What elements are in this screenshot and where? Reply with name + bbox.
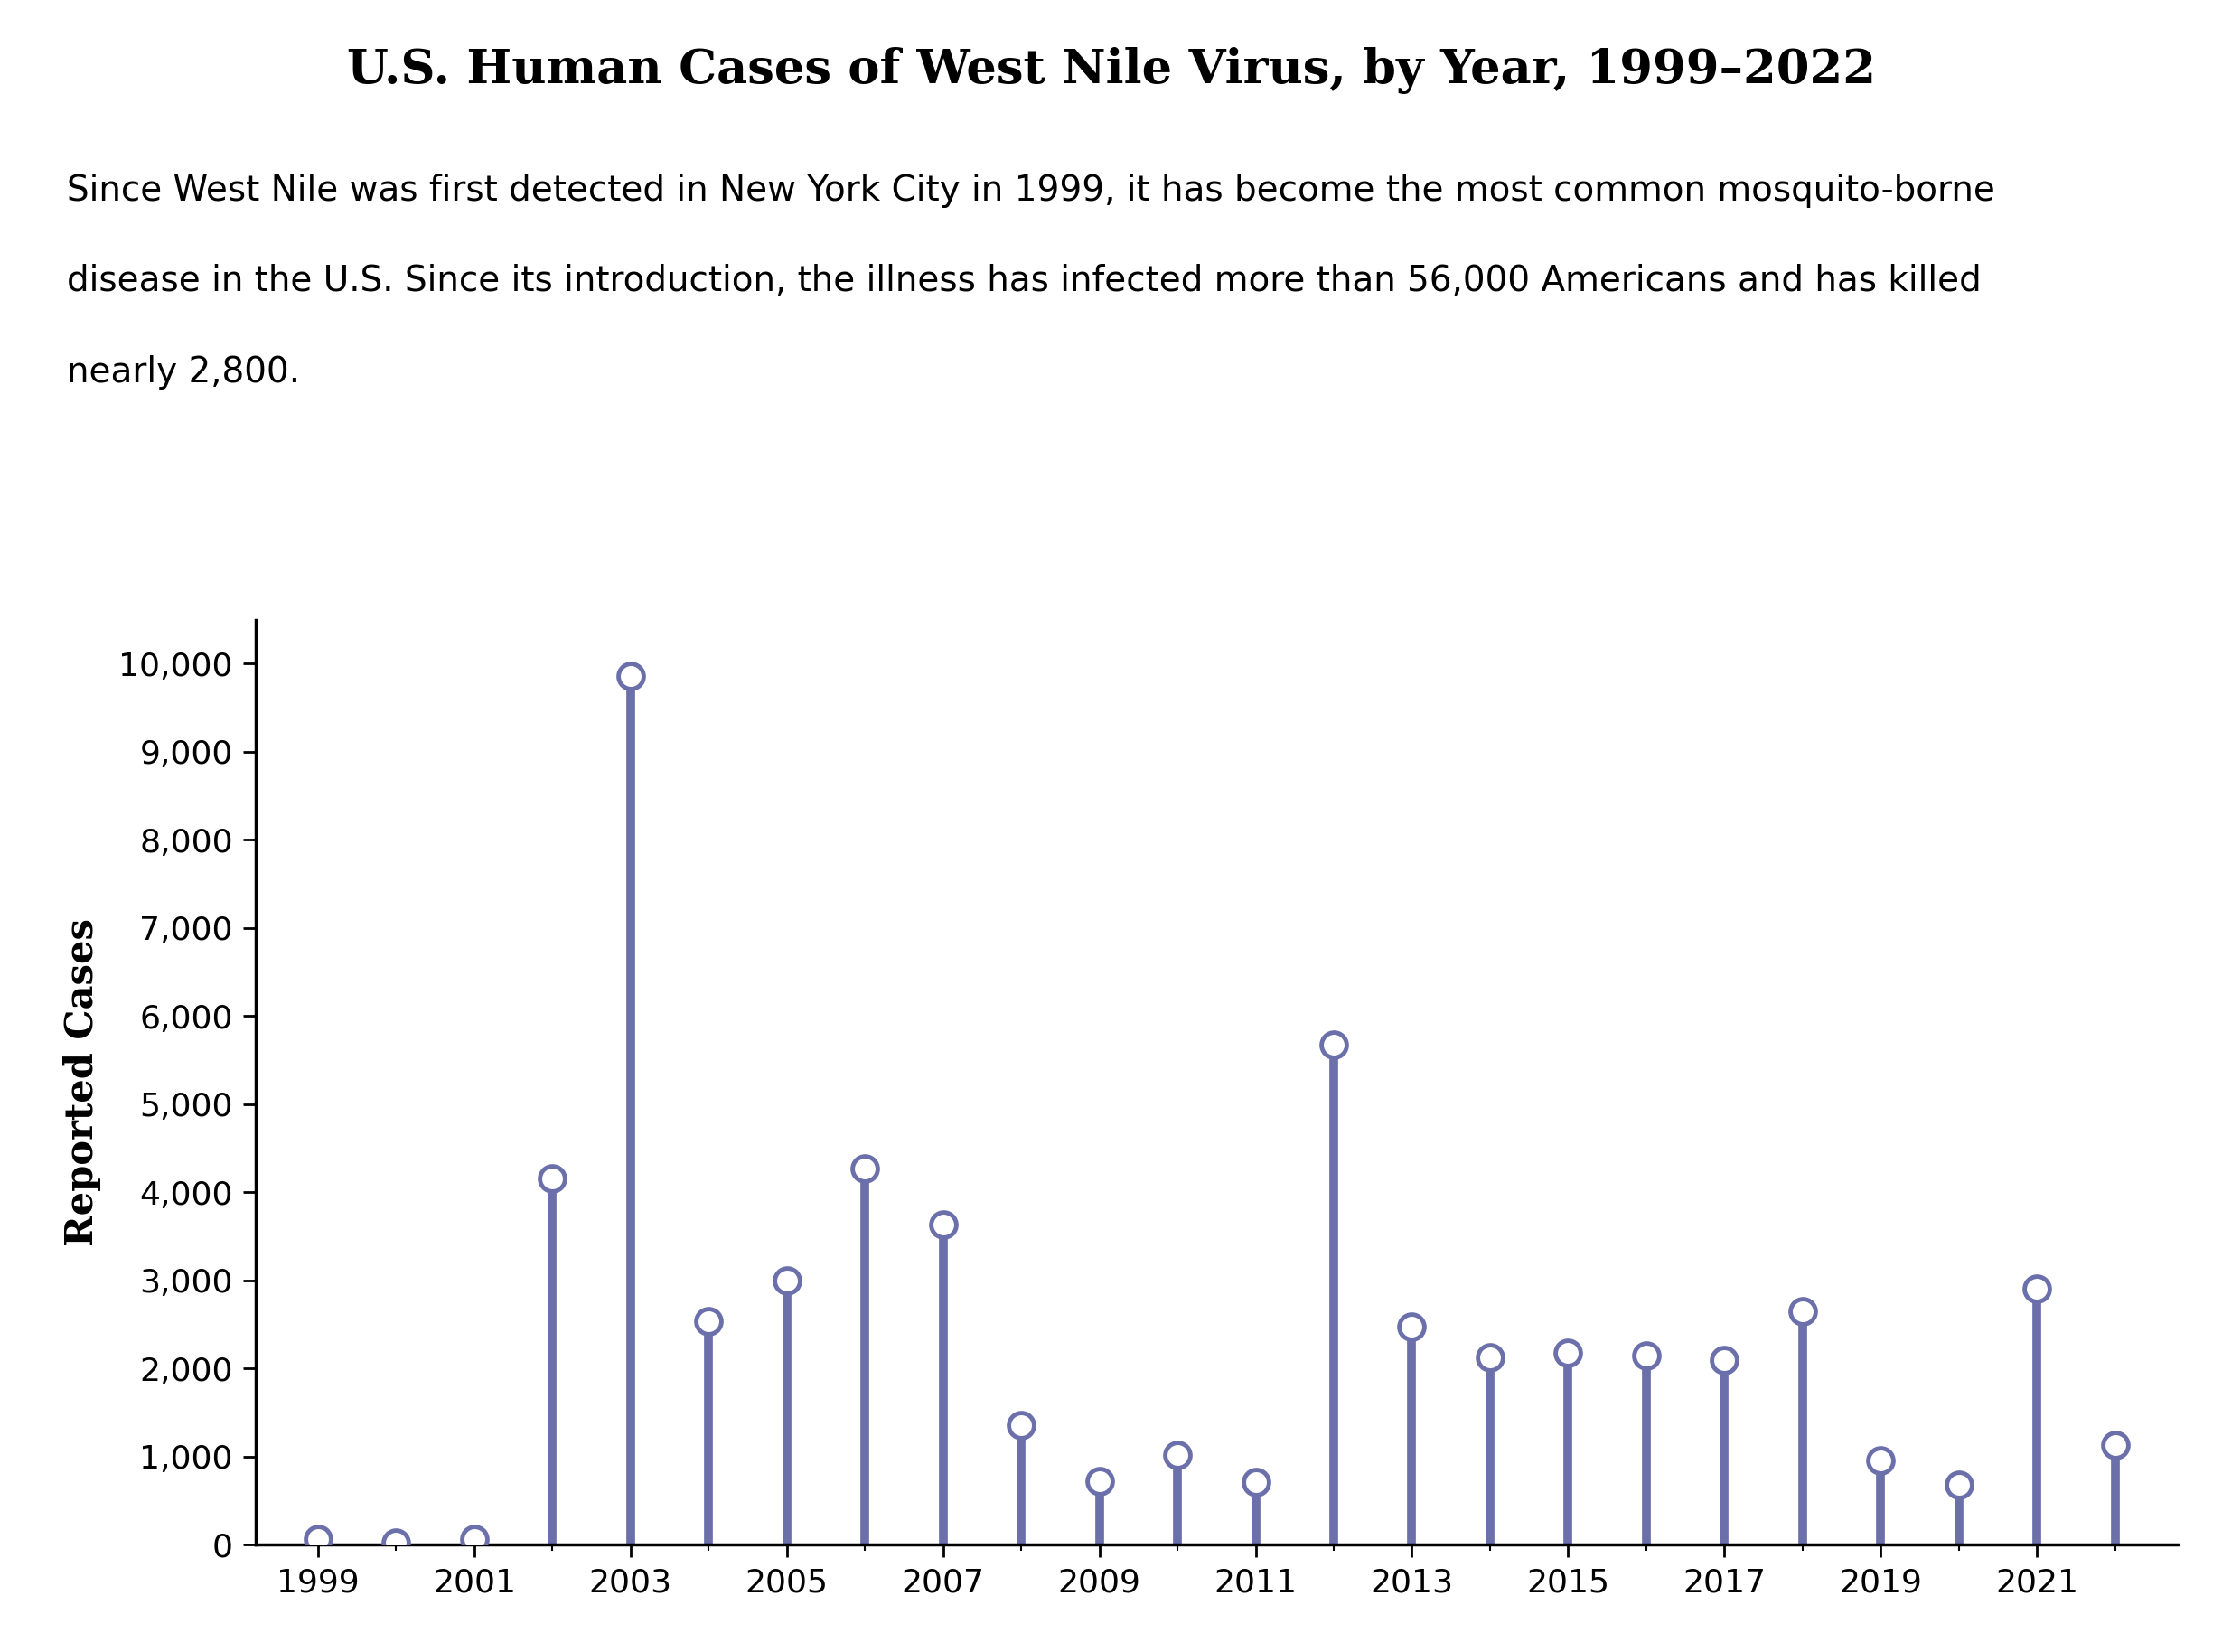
- Text: U.S. Human Cases of West Nile Virus, by Year, 1999–2022: U.S. Human Cases of West Nile Virus, by …: [347, 46, 1875, 94]
- Text: nearly 2,800.: nearly 2,800.: [67, 355, 300, 390]
- Y-axis label: Reported Cases: Reported Cases: [62, 919, 100, 1246]
- Text: disease in the U.S. Since its introduction, the illness has infected more than 5: disease in the U.S. Since its introducti…: [67, 264, 1982, 299]
- Text: Since West Nile was first detected in New York City in 1999, it has become the m: Since West Nile was first detected in Ne…: [67, 173, 1995, 208]
